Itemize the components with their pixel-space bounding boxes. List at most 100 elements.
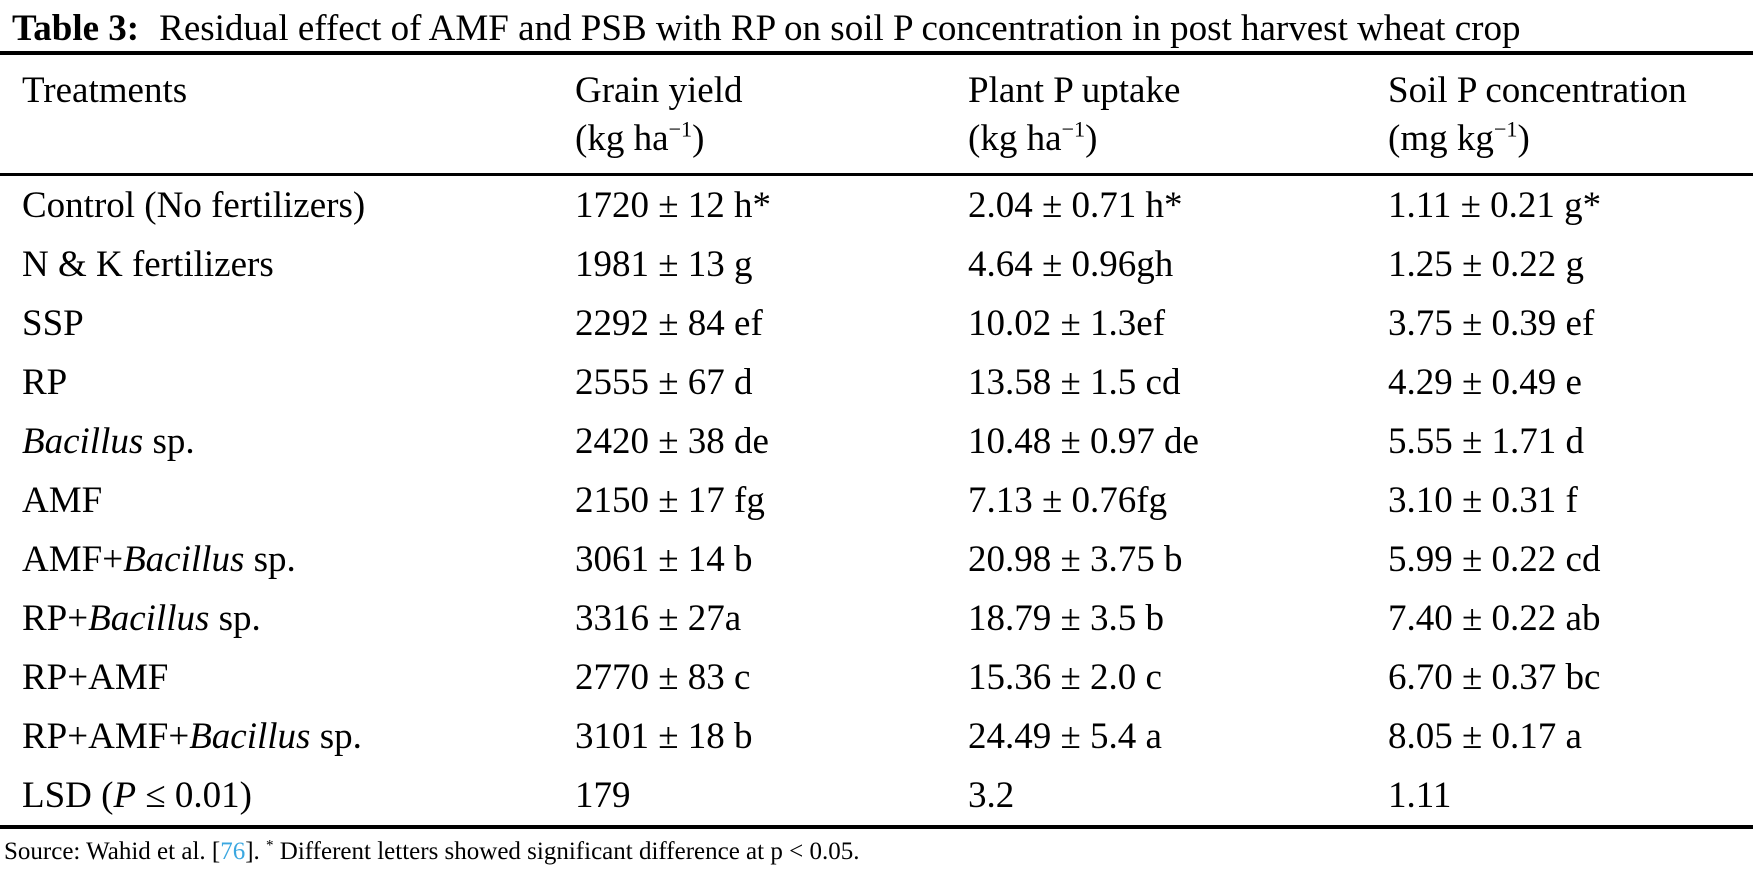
treatment-cell: LSD (P ≤ 0.01) (0, 766, 575, 827)
table-row: RP 2555 ± 67 d 13.58 ± 1.5 cd 4.29 ± 0.49 e (0, 353, 1753, 412)
plant-p-uptake-cell: 15.36 ± 2.0 c (968, 657, 1162, 698)
text-segment: ]. (245, 838, 267, 865)
text-segment: ) (1517, 118, 1530, 159)
table-row: AMF 2150 ± 17 fg 7.13 ± 0.76fg 3.10 ± 0.31 … (0, 471, 1753, 530)
text-segment: Bacillus (123, 539, 245, 580)
column-header-grain-yield: Grain yield (kg ha−1) (575, 53, 968, 175)
table-footnote: Source: Wahid et al. [76]. * Different l… (0, 829, 1753, 868)
table-row: N & K fertilizers 1981 ± 13 g 4.64 ± 0.96g… (0, 235, 1753, 294)
text-segment: Different letters showed significant dif… (273, 838, 860, 865)
table-row: Bacillus sp. 2420 ± 38 de 10.48 ± 0.97 de 5… (0, 412, 1753, 471)
text-segment: SSP (22, 303, 84, 344)
treatment-cell: N & K fertilizers (0, 235, 575, 294)
column-label: Grain yield (575, 70, 743, 111)
treatment-cell: AMF (0, 471, 575, 530)
text-segment: Source: Wahid et al. [ (4, 838, 221, 865)
text-segment: RP+AMF+ (22, 716, 190, 757)
table-row: LSD (P ≤ 0.01) 179 3.2 1.11 (0, 766, 1753, 827)
text-segment: N & K fertilizers (22, 244, 274, 285)
soil-p-concentration-cell: 8.05 ± 0.17 a (1388, 716, 1582, 757)
table-title: Table 3: Residual effect of AMF and PSB w… (0, 0, 1753, 51)
text-segment: sp. (209, 598, 261, 639)
treatment-cell: Bacillus sp. (0, 412, 575, 471)
citation-link[interactable]: 76 (220, 838, 246, 865)
column-header-plant-p-uptake: Plant P uptake (kg ha−1) (968, 53, 1388, 175)
text-segment: RP (22, 362, 68, 403)
table-row: RP+AMF+Bacillus sp. 3101 ± 18 b 24.49 ± 5.… (0, 707, 1753, 766)
treatment-cell: RP+AMF (0, 648, 575, 707)
soil-p-concentration-cell: 6.70 ± 0.37 bc (1388, 657, 1601, 698)
text-segment: −1 (1061, 116, 1086, 142)
grain-yield-cell: 1720 ± 12 h* (575, 185, 772, 226)
text-segment: −1 (1493, 116, 1518, 142)
grain-yield-cell: 3316 ± 27a (575, 598, 742, 639)
treatment-cell: Control (No fertilizers) (0, 175, 575, 236)
soil-p-concentration-cell: 3.10 ± 0.31 f (1388, 480, 1578, 521)
text-segment: (kg ha (575, 118, 669, 159)
treatment-cell: RP (0, 353, 575, 412)
table-number-label: Table 3: (12, 8, 140, 49)
table-row: RP+AMF 2770 ± 83 c 15.36 ± 2.0 c 6.70 ± 0.3… (0, 648, 1753, 707)
text-segment: * (266, 837, 274, 854)
column-label: Treatments (22, 70, 188, 111)
grain-yield-cell: 2555 ± 67 d (575, 362, 753, 403)
text-segment: sp. (143, 421, 195, 462)
table-header: Treatments Grain yield (kg ha−1) Plant P… (0, 53, 1753, 175)
text-segment: sp. (244, 539, 296, 580)
column-unit: (mg kg−1) (1388, 115, 1753, 163)
text-segment: (kg ha (968, 118, 1062, 159)
grain-yield-cell: 2150 ± 17 fg (575, 480, 765, 521)
text-segment: Bacillus (22, 421, 144, 462)
text-segment: ≤ 0.01) (136, 775, 252, 816)
grain-yield-cell: 179 (575, 775, 631, 816)
column-label: Plant P uptake (968, 70, 1181, 111)
text-segment: Control (No fertilizers) (22, 185, 366, 226)
text-segment: ) (692, 118, 705, 159)
plant-p-uptake-cell: 2.04 ± 0.71 h* (968, 185, 1183, 226)
text-segment: AMF (22, 480, 103, 521)
text-segment: RP+ (22, 598, 89, 639)
text-segment: AMF+ (22, 539, 124, 580)
soil-p-concentration-cell: 7.40 ± 0.22 ab (1388, 598, 1601, 639)
treatment-cell: SSP (0, 294, 575, 353)
table-row: Control (No fertilizers) 1720 ± 12 h* 2.04… (0, 175, 1753, 236)
plant-p-uptake-cell: 18.79 ± 3.5 b (968, 598, 1165, 639)
table-row: AMF+Bacillus sp. 3061 ± 14 b 20.98 ± 3.75 … (0, 530, 1753, 589)
soil-p-concentration-cell: 3.75 ± 0.39 ef (1388, 303, 1595, 344)
grain-yield-cell: 1981 ± 13 g (575, 244, 753, 285)
plant-p-uptake-cell: 4.64 ± 0.96gh (968, 244, 1174, 285)
text-segment: RP+AMF (22, 657, 169, 698)
text-segment: Bacillus (88, 598, 210, 639)
column-header-treatments: Treatments (0, 53, 575, 175)
data-table: Treatments Grain yield (kg ha−1) Plant P… (0, 51, 1753, 829)
table-row: RP+Bacillus sp. 3316 ± 27a 18.79 ± 3.5 b 7.… (0, 589, 1753, 648)
table-caption: Residual effect of AMF and PSB with RP o… (159, 8, 1521, 49)
plant-p-uptake-cell: 20.98 ± 3.75 b (968, 539, 1183, 580)
soil-p-concentration-cell: 5.99 ± 0.22 cd (1388, 539, 1601, 580)
text-segment: ) (1085, 118, 1098, 159)
soil-p-concentration-cell: 1.25 ± 0.22 g (1388, 244, 1585, 285)
grain-yield-cell: 3101 ± 18 b (575, 716, 753, 757)
plant-p-uptake-cell: 13.58 ± 1.5 cd (968, 362, 1181, 403)
treatment-cell: RP+AMF+Bacillus sp. (0, 707, 575, 766)
plant-p-uptake-cell: 10.02 ± 1.3ef (968, 303, 1166, 344)
soil-p-concentration-cell: 1.11 (1388, 775, 1452, 816)
grain-yield-cell: 2420 ± 38 de (575, 421, 769, 462)
table-row: SSP 2292 ± 84 ef 10.02 ± 1.3ef 3.75 ± 0.39 … (0, 294, 1753, 353)
text-segment: Bacillus (189, 716, 311, 757)
grain-yield-cell: 3061 ± 14 b (575, 539, 753, 580)
plant-p-uptake-cell: 10.48 ± 0.97 de (968, 421, 1199, 462)
soil-p-concentration-cell: 1.11 ± 0.21 g* (1388, 185, 1602, 226)
plant-p-uptake-cell: 24.49 ± 5.4 a (968, 716, 1162, 757)
header-row: Treatments Grain yield (kg ha−1) Plant P… (0, 53, 1753, 175)
table-body: Control (No fertilizers) 1720 ± 12 h* 2.04… (0, 175, 1753, 827)
grain-yield-cell: 2770 ± 83 c (575, 657, 751, 698)
grain-yield-cell: 2292 ± 84 ef (575, 303, 763, 344)
text-segment: (mg kg (1388, 118, 1494, 159)
soil-p-concentration-cell: 5.55 ± 1.71 d (1388, 421, 1585, 462)
text-segment: −1 (668, 116, 693, 142)
plant-p-uptake-cell: 3.2 (968, 775, 1015, 816)
text-segment: sp. (310, 716, 362, 757)
treatment-cell: AMF+Bacillus sp. (0, 530, 575, 589)
